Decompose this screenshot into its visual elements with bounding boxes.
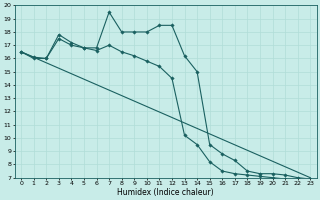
X-axis label: Humidex (Indice chaleur): Humidex (Indice chaleur) [117, 188, 214, 197]
